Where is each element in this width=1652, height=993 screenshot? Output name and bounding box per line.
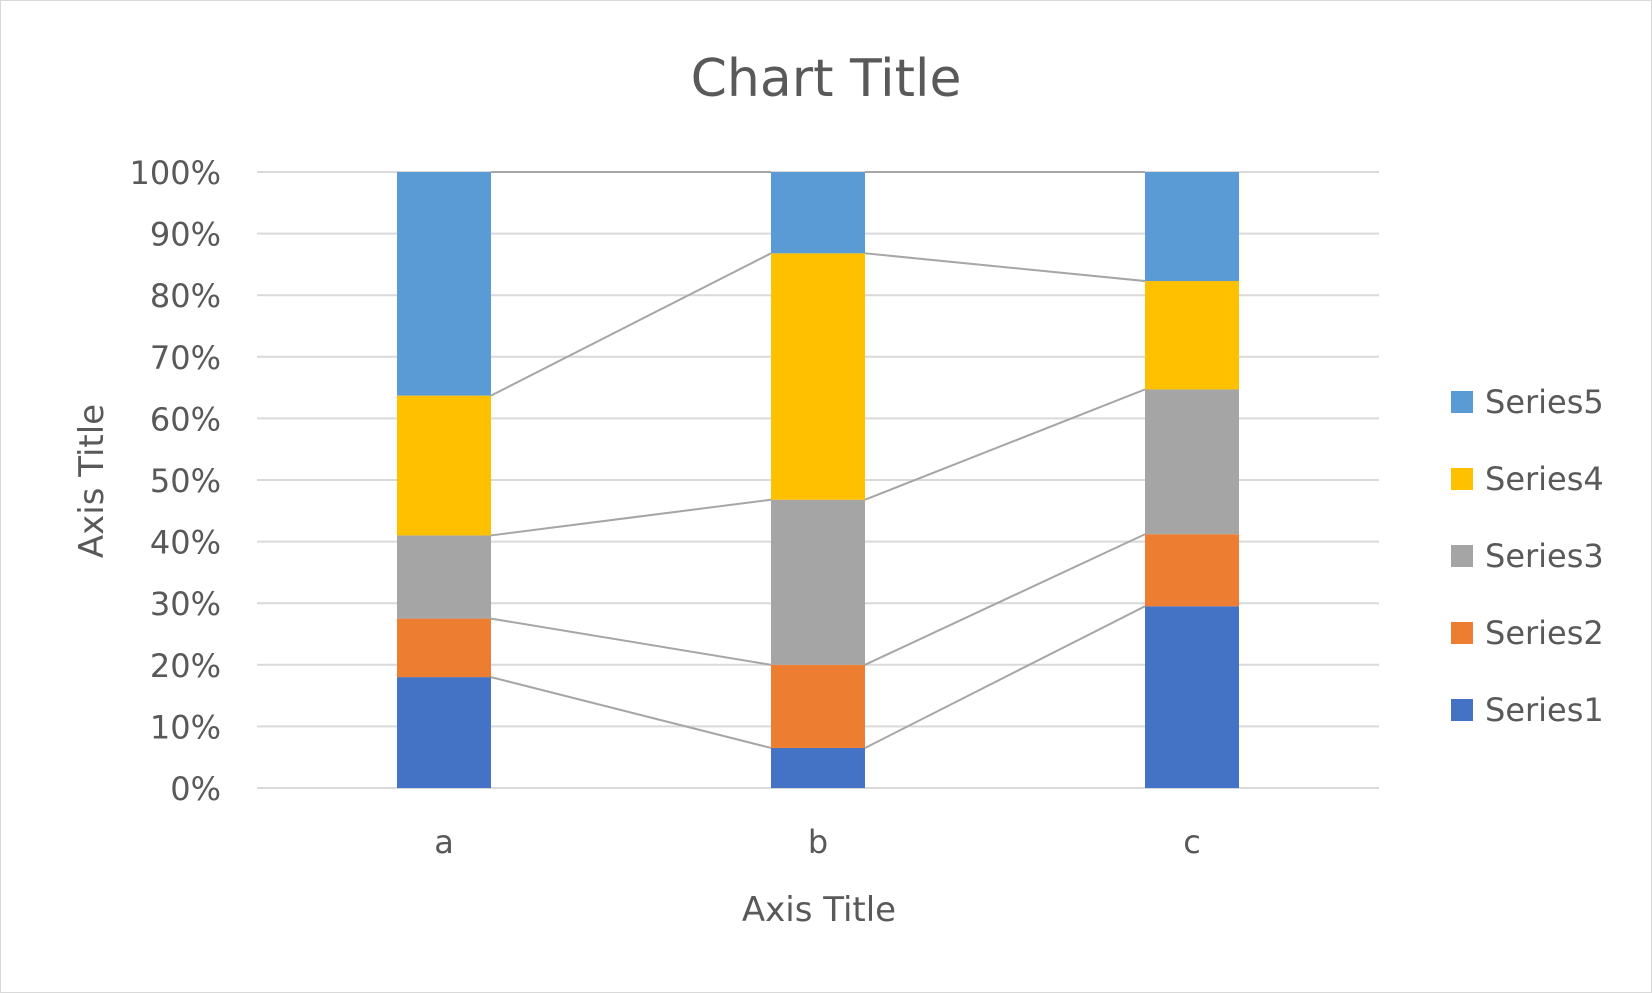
bar-series5-b xyxy=(771,172,865,254)
bar-series3-a xyxy=(397,535,491,619)
bars xyxy=(397,172,1239,788)
legend-swatch-series2 xyxy=(1451,622,1473,644)
x-tick-label: b xyxy=(808,823,828,861)
legend: Series5 Series4 Series3 Series2 Series1 xyxy=(1451,383,1604,729)
bar-series4-c xyxy=(1145,281,1239,390)
legend-label-series3: Series3 xyxy=(1485,537,1604,575)
y-tick-label: 60% xyxy=(150,400,221,438)
bar-series4-a xyxy=(397,395,491,536)
bar-series2-a xyxy=(397,618,491,678)
x-axis-title: Axis Title xyxy=(742,890,896,930)
bar-series1-b xyxy=(771,747,865,788)
legend-label-series5: Series5 xyxy=(1485,383,1604,421)
legend-swatch-series4 xyxy=(1451,468,1473,490)
series-line-series2 xyxy=(490,617,772,666)
series-line-series3 xyxy=(490,498,772,537)
chart-title: Chart Title xyxy=(691,49,962,109)
legend-swatch-series5 xyxy=(1451,391,1473,413)
x-axis-ticks: a b c xyxy=(434,823,1201,861)
legend-swatch-series1 xyxy=(1451,699,1473,721)
y-tick-label: 50% xyxy=(150,462,221,500)
series-line-series1 xyxy=(864,605,1146,749)
series-line-series1 xyxy=(490,676,772,749)
legend-swatch-series3 xyxy=(1451,545,1473,567)
series-line-series4 xyxy=(490,252,772,397)
y-tick-label: 90% xyxy=(150,216,221,254)
bar-series3-c xyxy=(1145,389,1239,535)
y-axis-title: Axis Title xyxy=(72,404,112,558)
bar-series3-b xyxy=(771,499,865,665)
y-tick-label: 70% xyxy=(150,339,221,377)
bar-series2-c xyxy=(1145,534,1239,607)
y-tick-label: 20% xyxy=(150,647,221,685)
y-tick-label: 40% xyxy=(150,524,221,562)
y-tick-label: 0% xyxy=(170,770,221,808)
legend-label-series4: Series4 xyxy=(1485,460,1604,498)
y-tick-label: 100% xyxy=(130,154,221,192)
y-axis-ticks: 0% 10% 20% 30% 40% 50% 60% 70% 80% 90% 100% xyxy=(130,154,221,808)
bar-series5-a xyxy=(397,172,491,396)
series-line-series3 xyxy=(864,388,1146,501)
bar-series1-c xyxy=(1145,606,1239,788)
bar-series2-b xyxy=(771,664,865,748)
y-tick-label: 80% xyxy=(150,277,221,315)
x-tick-label: c xyxy=(1183,823,1201,861)
y-tick-label: 30% xyxy=(150,585,221,623)
bar-series4-b xyxy=(771,253,865,500)
legend-label-series2: Series2 xyxy=(1485,614,1604,652)
bar-series1-a xyxy=(397,677,491,788)
x-tick-label: a xyxy=(434,823,454,861)
bar-series5-c xyxy=(1145,172,1239,282)
series-lines xyxy=(490,171,1146,749)
legend-label-series1: Series1 xyxy=(1485,691,1604,729)
series-line-series2 xyxy=(864,533,1146,666)
y-tick-label: 10% xyxy=(150,708,221,746)
series-line-series4 xyxy=(864,252,1146,283)
